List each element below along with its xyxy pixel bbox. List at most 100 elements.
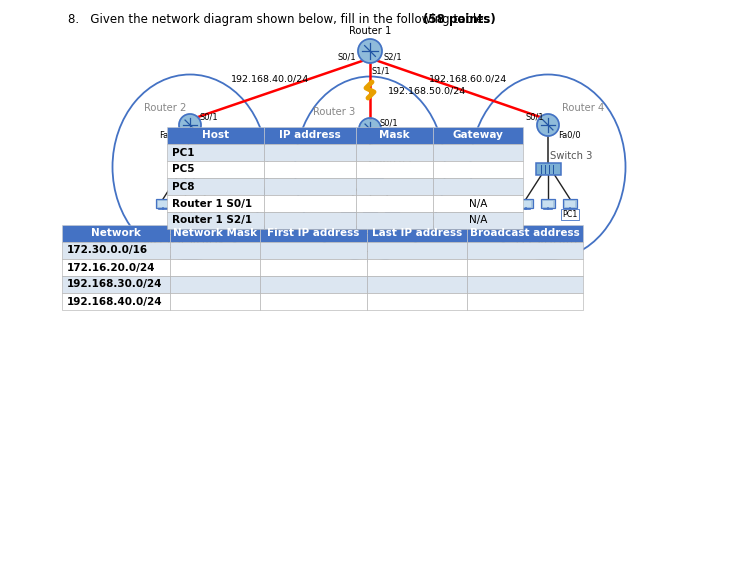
Text: 30 Computers
172.16.20.0/24: 30 Computers 172.16.20.0/24: [333, 231, 407, 254]
Text: Fa0/0: Fa0/0: [160, 131, 182, 140]
FancyBboxPatch shape: [433, 161, 523, 178]
FancyBboxPatch shape: [467, 293, 583, 310]
FancyBboxPatch shape: [167, 178, 264, 195]
FancyBboxPatch shape: [343, 204, 353, 211]
FancyBboxPatch shape: [167, 144, 264, 161]
FancyBboxPatch shape: [541, 199, 555, 208]
Text: 192.168.30.0/24: 192.168.30.0/24: [67, 279, 163, 289]
FancyBboxPatch shape: [180, 201, 190, 207]
FancyBboxPatch shape: [467, 259, 583, 276]
Text: N/A: N/A: [469, 215, 487, 225]
FancyBboxPatch shape: [367, 259, 467, 276]
FancyBboxPatch shape: [367, 225, 467, 242]
Text: PC8: PC8: [177, 210, 193, 219]
Text: 192.168.60.0/24: 192.168.60.0/24: [429, 75, 507, 83]
Text: Switch 1: Switch 1: [187, 151, 230, 161]
FancyBboxPatch shape: [358, 167, 383, 179]
Text: PC1: PC1: [562, 210, 578, 219]
FancyBboxPatch shape: [264, 127, 356, 144]
FancyBboxPatch shape: [260, 225, 367, 242]
Text: Switch 3: Switch 3: [550, 151, 592, 161]
FancyBboxPatch shape: [536, 163, 561, 175]
Text: S0/1: S0/1: [337, 52, 356, 62]
FancyBboxPatch shape: [363, 203, 378, 212]
FancyBboxPatch shape: [62, 259, 170, 276]
FancyBboxPatch shape: [260, 293, 367, 310]
FancyBboxPatch shape: [467, 225, 583, 242]
Text: Router 4: Router 4: [562, 103, 604, 113]
Text: Router 3: Router 3: [313, 107, 355, 117]
FancyBboxPatch shape: [356, 161, 433, 178]
Text: 8.   Given the network diagram shown below, fill in the following tables: 8. Given the network diagram shown below…: [68, 13, 493, 26]
Text: Router 1 S0/1: Router 1 S0/1: [172, 198, 252, 208]
FancyBboxPatch shape: [341, 203, 355, 212]
FancyBboxPatch shape: [433, 212, 523, 229]
FancyBboxPatch shape: [167, 161, 264, 178]
FancyBboxPatch shape: [433, 127, 523, 144]
FancyBboxPatch shape: [264, 144, 356, 161]
FancyBboxPatch shape: [467, 242, 583, 259]
Text: PC8: PC8: [172, 181, 194, 191]
FancyBboxPatch shape: [356, 127, 433, 144]
Text: 52 Computers
172.30.0.0/16: 52 Computers 172.30.0.0/16: [514, 227, 583, 250]
Text: Fa0/0: Fa0/0: [558, 131, 581, 140]
Text: First IP address: First IP address: [267, 228, 360, 238]
FancyBboxPatch shape: [170, 225, 260, 242]
Text: Mask: Mask: [379, 130, 410, 140]
FancyBboxPatch shape: [521, 201, 531, 207]
FancyBboxPatch shape: [433, 195, 523, 212]
FancyBboxPatch shape: [170, 242, 260, 259]
FancyBboxPatch shape: [260, 242, 367, 259]
Text: IP address: IP address: [279, 130, 341, 140]
Text: Last IP address: Last IP address: [372, 228, 462, 238]
Text: Network Mask: Network Mask: [173, 228, 257, 238]
Text: 192.168.40.0/24: 192.168.40.0/24: [231, 75, 309, 83]
Text: S2/1: S2/1: [384, 52, 403, 62]
Text: PC1: PC1: [172, 147, 194, 157]
FancyBboxPatch shape: [387, 204, 397, 211]
Text: Router 1: Router 1: [349, 26, 392, 36]
FancyBboxPatch shape: [260, 276, 367, 293]
FancyBboxPatch shape: [158, 201, 168, 207]
FancyBboxPatch shape: [156, 199, 170, 208]
Text: Fa0/0: Fa0/0: [357, 137, 379, 146]
Text: 192.168.50.0/24: 192.168.50.0/24: [388, 86, 466, 96]
FancyBboxPatch shape: [167, 212, 264, 229]
FancyBboxPatch shape: [563, 199, 577, 208]
FancyBboxPatch shape: [385, 203, 400, 212]
FancyBboxPatch shape: [62, 276, 170, 293]
Circle shape: [359, 118, 381, 140]
Text: Router 1 S2/1: Router 1 S2/1: [172, 215, 252, 225]
FancyBboxPatch shape: [172, 163, 197, 175]
Text: Switch 2: Switch 2: [372, 155, 414, 165]
Text: PC5: PC5: [172, 164, 194, 174]
Text: Network: Network: [91, 228, 141, 238]
Text: 17 Computers
192.168.30.0/24: 17 Computers 192.168.30.0/24: [145, 227, 225, 250]
FancyBboxPatch shape: [199, 199, 214, 208]
FancyBboxPatch shape: [170, 259, 260, 276]
FancyBboxPatch shape: [167, 195, 264, 212]
Text: PC5: PC5: [362, 214, 378, 223]
FancyBboxPatch shape: [264, 161, 356, 178]
FancyBboxPatch shape: [202, 201, 212, 207]
Circle shape: [358, 39, 382, 63]
FancyBboxPatch shape: [167, 127, 264, 144]
FancyBboxPatch shape: [170, 293, 260, 310]
FancyBboxPatch shape: [62, 242, 170, 259]
FancyBboxPatch shape: [433, 178, 523, 195]
FancyBboxPatch shape: [367, 293, 467, 310]
FancyBboxPatch shape: [433, 144, 523, 161]
Circle shape: [537, 114, 559, 136]
FancyBboxPatch shape: [356, 195, 433, 212]
Text: S0/1: S0/1: [526, 112, 544, 121]
Text: 192.168.40.0/24: 192.168.40.0/24: [67, 296, 163, 306]
FancyBboxPatch shape: [62, 225, 170, 242]
FancyBboxPatch shape: [367, 242, 467, 259]
FancyBboxPatch shape: [356, 178, 433, 195]
FancyBboxPatch shape: [467, 276, 583, 293]
Text: 172.30.0.0/16: 172.30.0.0/16: [67, 245, 148, 255]
FancyBboxPatch shape: [367, 276, 467, 293]
Text: Broadcast address: Broadcast address: [470, 228, 580, 238]
Circle shape: [179, 114, 201, 136]
Text: Gateway: Gateway: [453, 130, 503, 140]
